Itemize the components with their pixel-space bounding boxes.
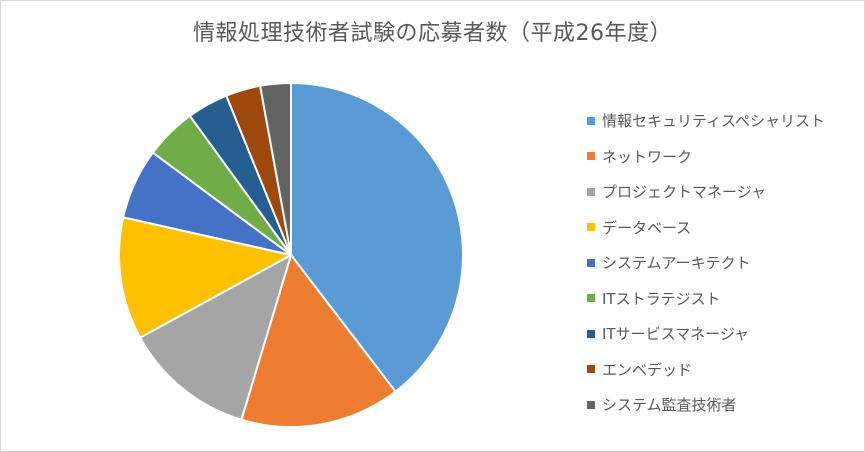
legend-label: ITサービスマネージャ xyxy=(602,325,750,344)
chart-title: 情報処理技術者試験の応募者数（平成26年度） xyxy=(193,21,672,46)
legend-swatch xyxy=(587,294,595,303)
legend-swatch xyxy=(587,223,595,232)
pie-slice-2 xyxy=(240,254,397,428)
legend-item: ネットワーク xyxy=(587,139,825,175)
pie-slice-9 xyxy=(259,82,292,256)
legend-label: エンベデッド xyxy=(602,360,693,379)
legend: 情報セキュリティスペシャリスト ネットワークプロジェクトマネージャ データベースシス… xyxy=(587,103,825,423)
pie-slice-1 xyxy=(290,82,464,393)
legend-item: エンベデッド xyxy=(587,352,825,388)
legend-swatch xyxy=(587,116,595,125)
pie-slice-3 xyxy=(139,254,292,421)
pie-slice-4 xyxy=(118,216,292,339)
legend-label: データベース xyxy=(602,218,692,237)
legend-label: システム監査技術者 xyxy=(602,396,737,415)
legend-swatch xyxy=(587,187,595,196)
legend-item: データベース xyxy=(587,210,825,246)
legend-item: ITストラテジスト xyxy=(587,281,825,317)
legend-label: 情報セキュリティスペシャリスト xyxy=(602,112,826,131)
legend-label: プロジェクトマネージャ xyxy=(602,183,766,202)
legend-swatch xyxy=(587,365,595,374)
legend-swatch xyxy=(587,400,595,409)
legend-swatch xyxy=(587,152,595,161)
legend-item: 情報セキュリティスペシャリスト xyxy=(587,103,825,139)
legend-item: ITサービスマネージャ xyxy=(587,316,825,352)
legend-item: システムアーキテクト xyxy=(587,245,825,281)
legend-swatch xyxy=(587,329,595,338)
legend-label: ネットワーク xyxy=(602,147,693,166)
legend-label: システムアーキテクト xyxy=(602,254,751,273)
legend-label: ITストラテジスト xyxy=(602,289,721,308)
legend-item: システム監査技術者 xyxy=(587,387,825,423)
legend-swatch xyxy=(587,258,595,267)
legend-item: プロジェクトマネージャ xyxy=(587,174,825,210)
